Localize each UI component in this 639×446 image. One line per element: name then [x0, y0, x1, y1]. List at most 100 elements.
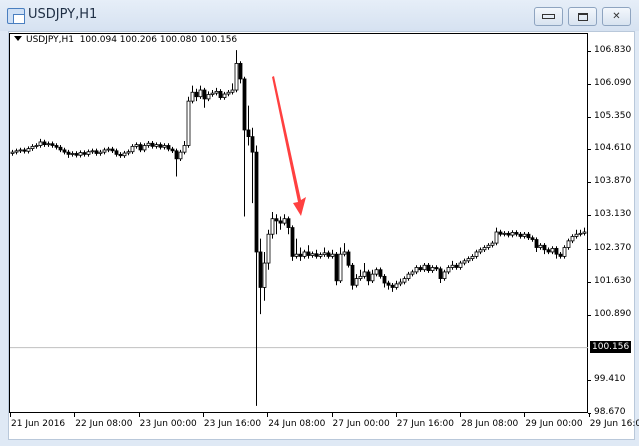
- bull-candle: [122, 152, 127, 157]
- bear-candle: [326, 252, 331, 257]
- bull-candle: [578, 232, 583, 235]
- ohlc-values: 100.094 100.206 100.080 100.156: [79, 35, 238, 45]
- bear-candle: [62, 149, 67, 153]
- bear-candle: [174, 150, 179, 160]
- bull-candle: [26, 148, 31, 152]
- bull-candle: [126, 151, 131, 154]
- bear-candle: [366, 271, 371, 282]
- chart-header: USDJPY,H1 100.094 100.206 100.080 100.15…: [14, 35, 237, 45]
- bull-candle: [462, 260, 467, 264]
- bear-candle: [306, 251, 311, 256]
- bear-candle: [558, 253, 563, 257]
- x-tick: [138, 413, 140, 417]
- bull-candle: [410, 271, 415, 275]
- chart-frame: [8, 31, 635, 440]
- bear-candle: [254, 151, 259, 253]
- y-tick-label: 101.630: [594, 275, 632, 286]
- bear-candle: [390, 284, 395, 288]
- bull-candle: [466, 258, 471, 262]
- bear-candle: [278, 220, 283, 224]
- bull-candle: [398, 281, 403, 285]
- bull-candle: [98, 151, 103, 154]
- bear-candle: [170, 148, 175, 152]
- bear-candle: [514, 232, 519, 235]
- restore-button[interactable]: [568, 7, 597, 26]
- close-button[interactable]: ✕: [602, 7, 631, 26]
- y-tick: [588, 248, 591, 250]
- x-tick-label: 21 Jun 2016: [11, 419, 66, 429]
- bull-candle: [406, 273, 411, 279]
- bear-candle: [290, 227, 295, 257]
- symbol-label: USDJPY,H1: [26, 35, 74, 45]
- bull-candle: [70, 153, 75, 155]
- bull-candle: [262, 262, 267, 288]
- bear-candle: [334, 253, 339, 282]
- bull-candle: [502, 232, 507, 235]
- bull-candle: [14, 150, 19, 153]
- y-tick-label: 99.410: [594, 374, 626, 385]
- y-tick: [588, 380, 591, 382]
- bull-candle: [186, 100, 191, 146]
- y-tick: [588, 215, 591, 217]
- bull-candle: [574, 233, 579, 237]
- bull-candle: [358, 275, 363, 279]
- bull-candle: [310, 253, 315, 256]
- x-tick: [202, 413, 204, 417]
- bear-candle: [518, 233, 523, 237]
- bear-candle: [50, 143, 55, 146]
- bear-candle: [22, 149, 27, 152]
- bull-candle: [562, 247, 567, 257]
- bull-candle: [34, 145, 39, 147]
- dropdown-triangle-icon[interactable]: [14, 36, 22, 41]
- title-bar: USDJPY,H1 ✕: [0, 0, 639, 31]
- bull-candle: [362, 271, 367, 277]
- close-icon: ✕: [612, 11, 621, 22]
- bear-candle: [286, 218, 291, 228]
- y-tick-label: 102.370: [594, 242, 632, 253]
- current-price-label: 100.156: [590, 341, 632, 353]
- x-tick: [395, 413, 397, 417]
- x-tick-label: 23 Jun 16:00: [203, 419, 262, 429]
- minimize-button[interactable]: [534, 7, 563, 26]
- bear-candle: [386, 282, 391, 286]
- y-tick: [588, 116, 591, 118]
- plot-area[interactable]: [9, 33, 588, 413]
- bear-candle: [350, 264, 355, 286]
- bull-candle: [482, 247, 487, 251]
- bear-candle: [138, 144, 143, 151]
- bear-candle: [66, 151, 71, 155]
- bull-candle: [478, 249, 483, 253]
- bull-candle: [162, 145, 167, 148]
- bull-candle: [338, 253, 343, 282]
- bull-candle: [230, 89, 235, 93]
- bear-candle: [274, 218, 279, 222]
- bear-candle: [202, 89, 207, 100]
- bull-candle: [102, 149, 107, 153]
- bull-candle: [282, 218, 287, 224]
- bull-candle: [470, 255, 475, 260]
- x-tick: [460, 413, 462, 417]
- x-tick-label: 22 Jun 08:00: [75, 419, 133, 429]
- bear-candle: [42, 141, 47, 146]
- bear-candle: [158, 144, 163, 148]
- bear-candle: [554, 248, 559, 255]
- chart-window-icon: [7, 8, 25, 24]
- bear-candle: [58, 146, 63, 151]
- bull-candle: [154, 144, 159, 147]
- bear-candle: [114, 150, 119, 155]
- minimize-icon: [542, 14, 555, 19]
- bull-candle: [214, 90, 219, 94]
- bear-candle: [298, 253, 303, 257]
- y-tick: [588, 314, 591, 316]
- bull-candle: [18, 149, 23, 152]
- bull-candle: [134, 144, 139, 147]
- bull-candle: [330, 253, 335, 257]
- bull-candle: [442, 271, 447, 279]
- bear-candle: [546, 249, 551, 253]
- bear-candle: [250, 136, 255, 153]
- y-tick: [588, 83, 591, 85]
- bear-candle: [118, 153, 123, 157]
- bull-candle: [302, 251, 307, 257]
- x-tick-label: 27 Jun 00:00: [332, 419, 390, 429]
